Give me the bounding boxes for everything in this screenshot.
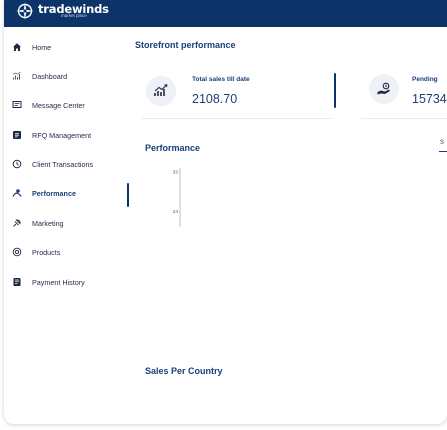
sidebar-item-label: RFQ Management [32, 130, 92, 140]
performance-icon [12, 188, 22, 198]
payment-icon [12, 277, 22, 287]
brand-logo[interactable]: tradewinds [14, 0, 109, 22]
message-icon [12, 100, 22, 110]
active-indicator [126, 183, 129, 207]
marketing-icon [12, 218, 22, 228]
y-tick-label: 32 [173, 170, 179, 176]
sidebar-item-payment-history[interactable]: Payment History [4, 271, 129, 293]
stat-value: 2108.70 [192, 92, 238, 106]
stat-title: Pending [412, 76, 438, 83]
dashboard-icon [12, 71, 22, 81]
sidebar-item-rfq-management[interactable]: RFQ Management [4, 124, 129, 146]
transactions-icon [12, 159, 22, 169]
home-icon [12, 42, 22, 52]
performance-chart: 08162432MayJuneJulyAugustSeptemberOctob [173, 168, 181, 227]
main-content: Storefront performance Total sales till … [129, 27, 447, 424]
y-tick-label: 24 [173, 209, 179, 215]
tab-sales[interactable]: S [440, 140, 445, 146]
sidebar-item-home[interactable]: Home [4, 36, 129, 58]
sidebar-item-message-center[interactable]: Message Center [4, 94, 129, 116]
sidebar-item-label: Message Center [32, 100, 85, 110]
sidebar-item-label: Client Transactions [32, 159, 94, 169]
sidebar-item-products[interactable]: Products [4, 241, 129, 263]
sidebar-item-dashboard[interactable]: Dashboard [4, 65, 129, 87]
stat-value: 15734 [412, 92, 447, 106]
sidebar-item-label: Payment History [32, 277, 85, 287]
sidebar-item-label: Marketing [32, 218, 64, 228]
sidebar-item-label: Home [32, 42, 52, 52]
pending-hand-icon [369, 74, 399, 104]
sales-per-country-title: Sales Per Country [145, 366, 223, 376]
stat-title: Total sales till date [192, 76, 250, 83]
performance-title: Performance [145, 143, 201, 153]
app-window: tradewinds market place Home Dashboard M… [4, 0, 447, 424]
top-bar: tradewinds market place [4, 0, 447, 27]
sales-chart-icon [146, 76, 176, 106]
card-divider-line [361, 118, 447, 119]
sidebar-item-performance[interactable]: Performance [4, 182, 129, 207]
sidebar-item-label: Products [32, 247, 61, 257]
card-divider-line [142, 118, 332, 119]
sidebar-item-label: Performance [32, 188, 76, 198]
compass-logo-icon [16, 2, 34, 20]
brand-name: tradewinds [38, 2, 109, 16]
brand-tagline: market place [61, 13, 87, 18]
sidebar-item-marketing[interactable]: Marketing [4, 212, 129, 234]
sidebar-item-client-transactions[interactable]: Client Transactions [4, 153, 129, 175]
sidebar: Home Dashboard Message Center RFQ Manage… [4, 27, 129, 424]
card-separator [334, 73, 336, 108]
tab-underline [439, 151, 447, 152]
page-title: Storefront performance [135, 40, 236, 50]
sidebar-item-label: Dashboard [32, 71, 68, 81]
products-icon [12, 247, 22, 257]
rfq-icon [12, 130, 22, 140]
